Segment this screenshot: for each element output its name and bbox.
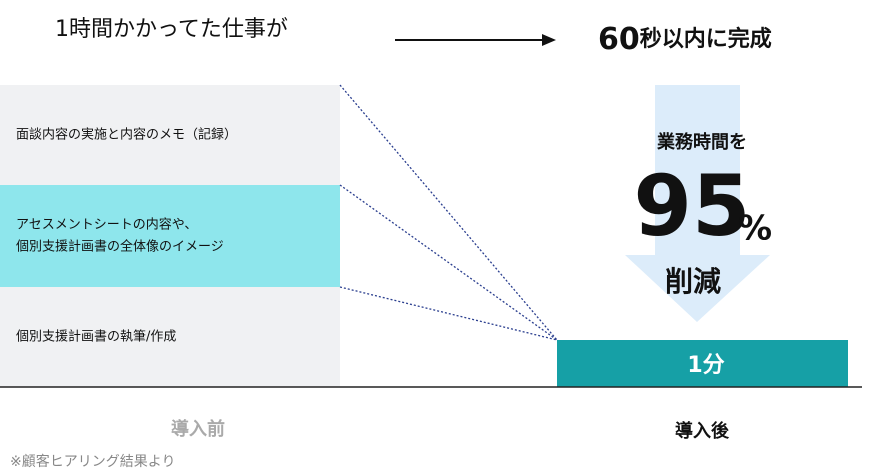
after-text-rest: 秒以内に完成 — [640, 26, 772, 52]
reduction-unit: % — [738, 209, 772, 249]
task-block — [0, 85, 340, 185]
task-text: 個別支援計画書の執筆/作成 — [16, 329, 176, 345]
note: ※顧客ヒアリング結果より — [10, 453, 175, 470]
after-number: 60 — [598, 22, 640, 57]
down-arrow — [625, 85, 770, 322]
reduction-lead: 業務時間を — [656, 131, 747, 153]
task-block — [0, 287, 340, 387]
task-block — [0, 185, 340, 287]
reduction-number: 95 — [634, 157, 751, 255]
task-text: 個別支援計画書の全体像のイメージ — [16, 239, 224, 255]
connector-lines — [339, 84, 558, 341]
task-text: 面談内容の実施と内容のメモ（記録） — [16, 127, 237, 143]
after-text: 60秒以内に完成 — [598, 22, 772, 57]
before-label: 導入前 — [171, 418, 225, 440]
task-text: アセスメントシートの内容や、 — [16, 217, 197, 233]
before-text: 1時間かかってた仕事が — [55, 17, 288, 42]
reduction-tail: 削減 — [665, 265, 721, 298]
arrow-head — [542, 34, 556, 46]
after-bar-label: 1分 — [687, 353, 724, 378]
after-label: 導入後 — [675, 420, 730, 442]
after-bar — [557, 340, 848, 387]
